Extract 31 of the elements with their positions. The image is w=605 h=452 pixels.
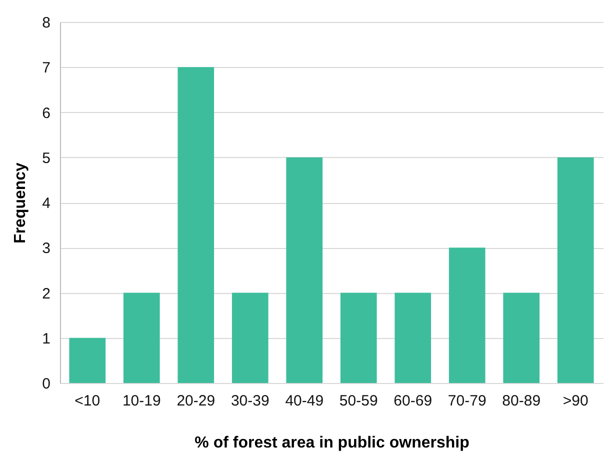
x-tick-label: 20-29 (176, 392, 216, 410)
bar (448, 248, 486, 383)
x-tick-label: 50-59 (339, 392, 378, 410)
x-tick-label: 80-89 (502, 392, 541, 410)
x-tick-label: 40-49 (285, 392, 324, 410)
y-tick-label: 6 (42, 104, 50, 122)
y-tick-label: 4 (42, 195, 50, 212)
y-axis-title: Frequency (12, 162, 30, 244)
bar (286, 157, 323, 383)
x-tick-label: 60-69 (394, 392, 432, 410)
bar (232, 292, 268, 383)
bar (123, 292, 160, 383)
y-tick-label: 2 (42, 285, 50, 302)
x-tick-label: <10 (74, 392, 100, 410)
y-tick-label: 7 (42, 60, 50, 77)
x-tick-label: 30-39 (230, 392, 270, 410)
bar (503, 292, 540, 383)
bar (394, 292, 432, 383)
y-tick-label: 0 (42, 376, 50, 392)
bar (178, 67, 214, 383)
x-tick-label: 70-79 (448, 392, 486, 410)
y-tick-label: 5 (42, 150, 50, 167)
x-tick-label: >90 (562, 392, 588, 410)
y-tick-label: 8 (42, 14, 50, 32)
bar (557, 157, 594, 383)
x-tick-label: 10-19 (122, 392, 161, 410)
x-axis-title: % of forest area in public ownership (194, 434, 470, 452)
y-tick-label: 3 (42, 240, 50, 258)
bar (340, 292, 377, 383)
bar (69, 338, 106, 383)
y-tick-label: 1 (42, 330, 50, 348)
